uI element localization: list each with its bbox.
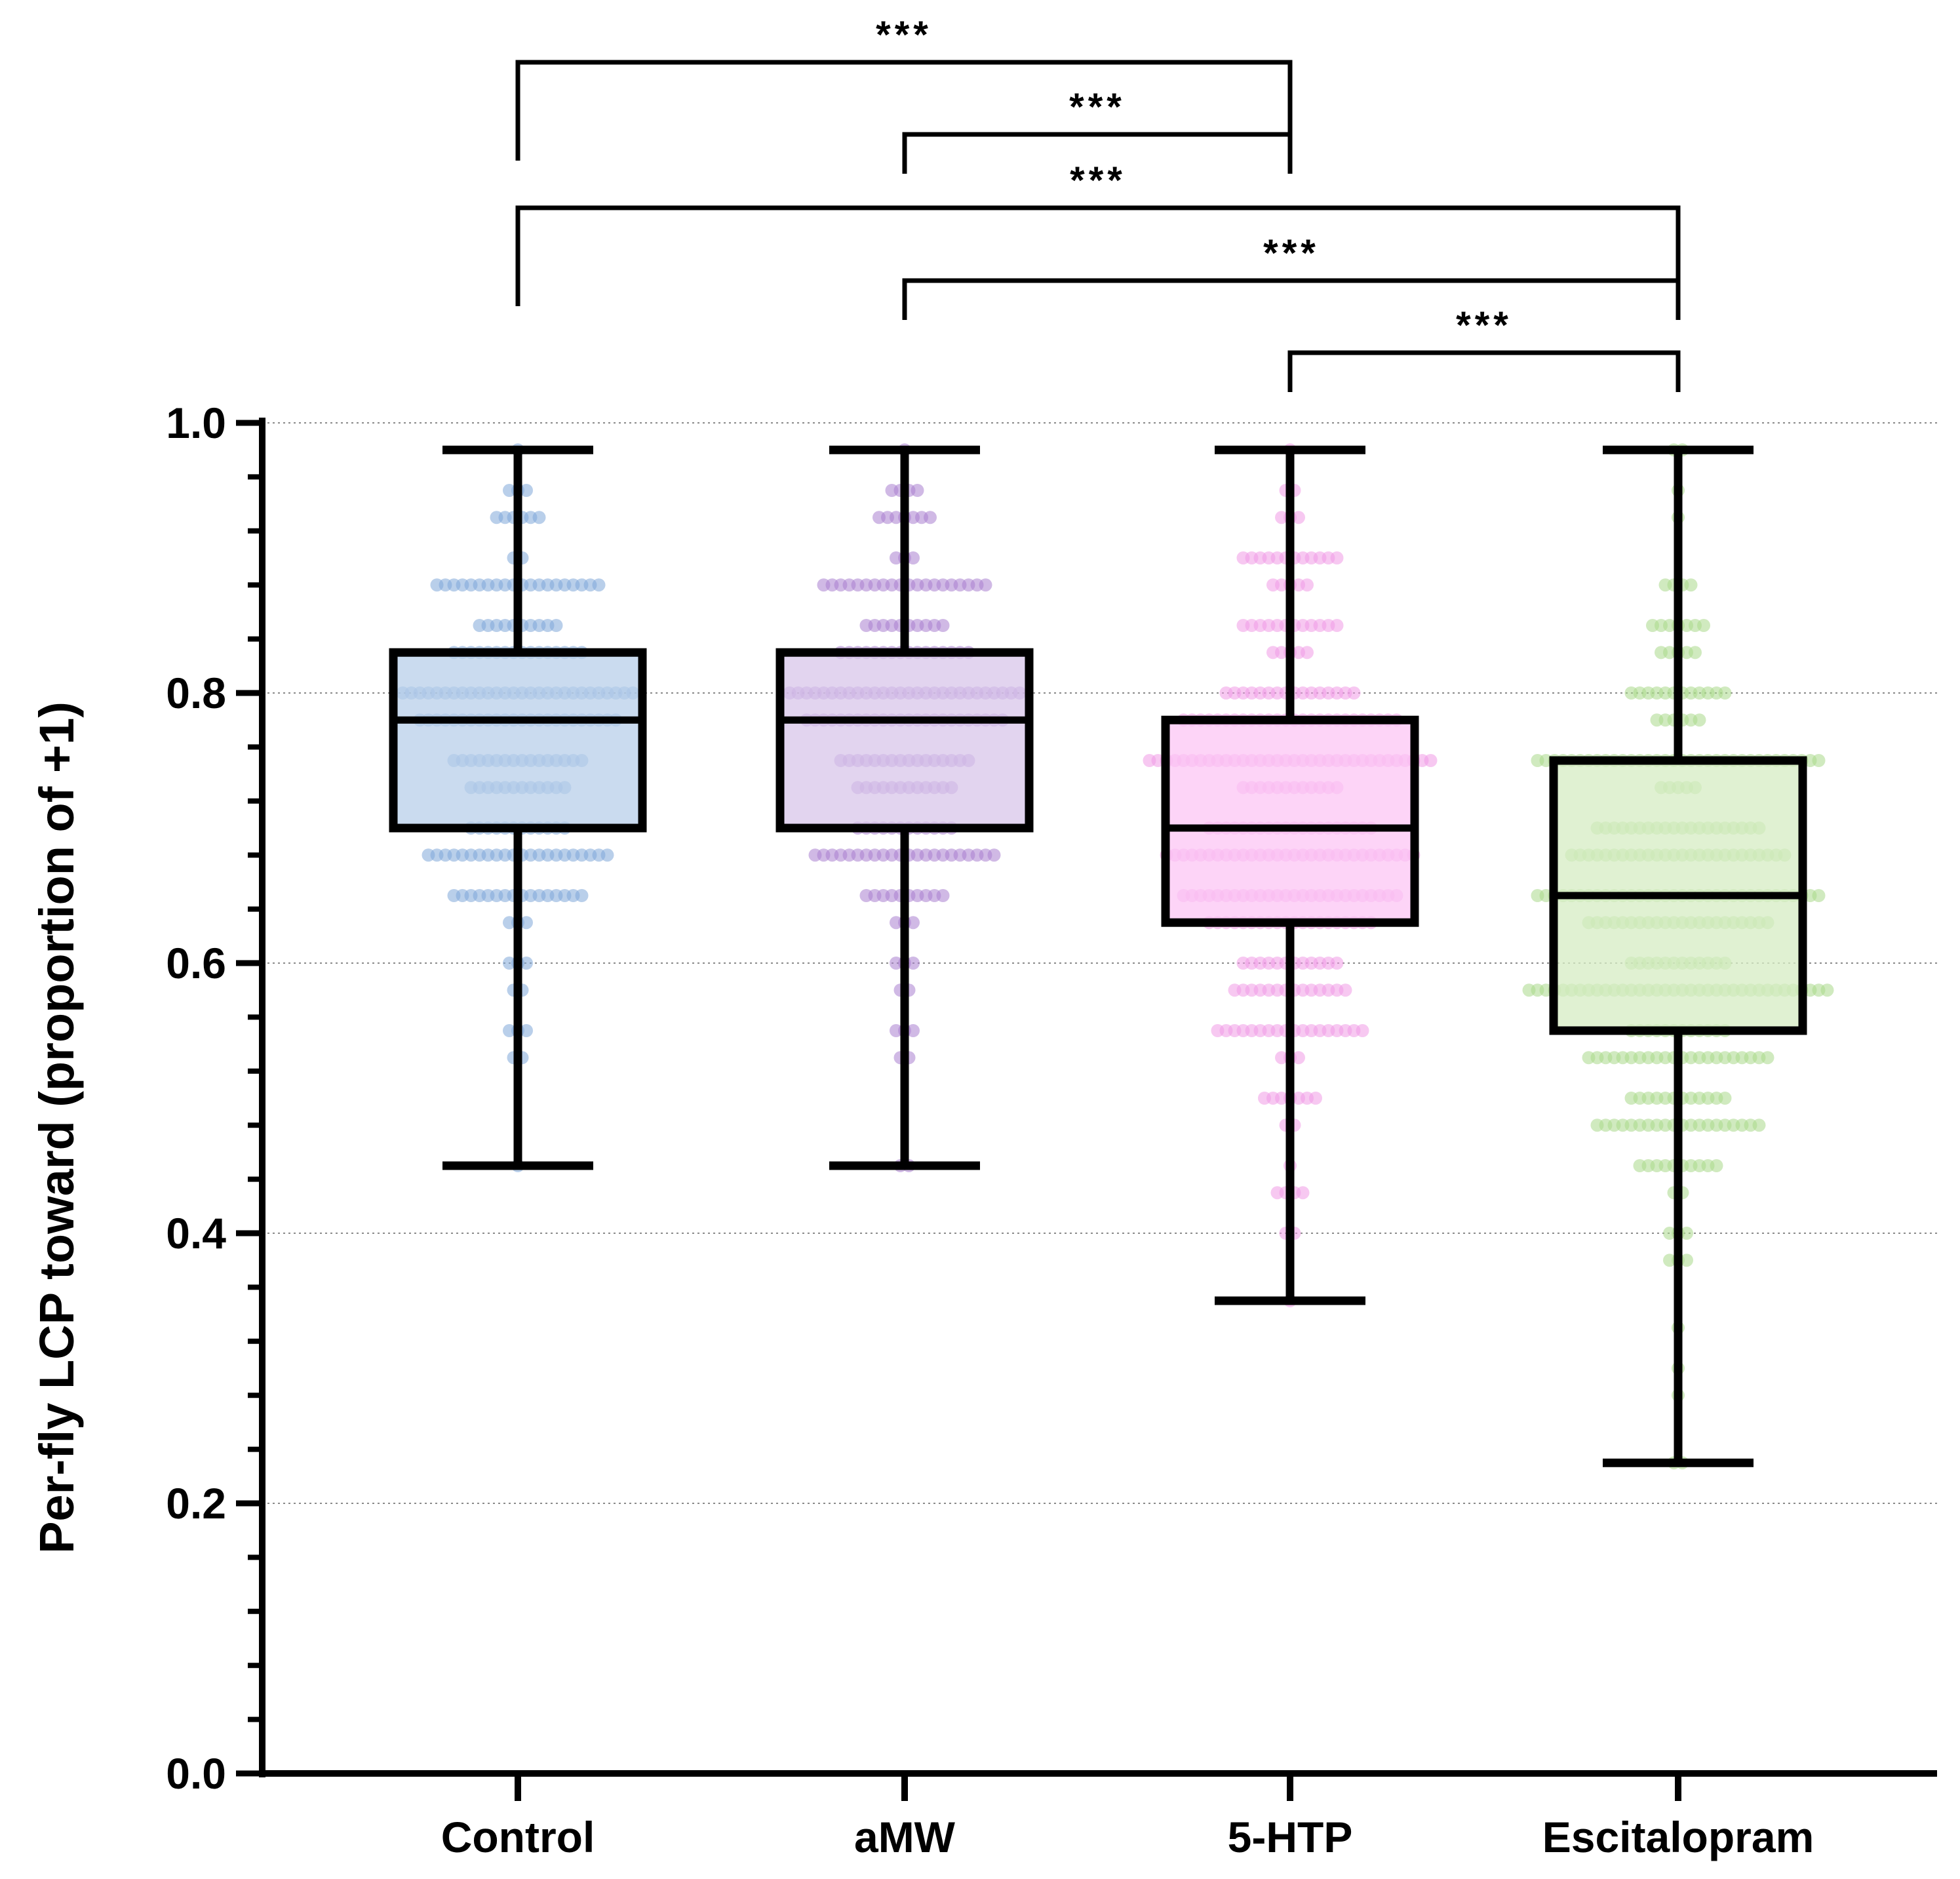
bracket-line — [902, 278, 1681, 320]
data-point — [520, 484, 533, 497]
x-category-label: aMW — [854, 1813, 956, 1861]
data-point — [1684, 578, 1698, 592]
data-point — [907, 1024, 920, 1037]
data-point — [1693, 713, 1706, 727]
significance-label: *** — [1263, 232, 1320, 275]
data-point — [592, 578, 606, 592]
data-point — [1812, 889, 1826, 902]
y-tick-label: 0.2 — [166, 1479, 226, 1528]
box-iqr — [389, 648, 647, 833]
box-iqr — [775, 648, 1034, 833]
data-point — [1292, 1051, 1305, 1065]
data-point — [1309, 1092, 1322, 1105]
axes: 0.0 0.2 0.4 0.6 0.8 1.0 Control aMW 5-HTP Escital… — [166, 399, 1937, 1861]
bracket-line — [1287, 350, 1681, 392]
data-point — [1820, 983, 1834, 997]
bracket-line — [902, 132, 1293, 174]
data-point — [532, 511, 546, 524]
significance-bracket: *** — [515, 14, 1293, 161]
significance-bracket: *** — [902, 86, 1293, 174]
data-point — [1356, 1024, 1369, 1037]
data-point — [520, 1024, 533, 1037]
x-category-label: 5-HTP — [1228, 1813, 1353, 1861]
data-point — [1301, 646, 1314, 660]
box-5-htp — [1161, 445, 1419, 1305]
data-point — [1296, 1186, 1310, 1200]
y-tick-label: 0.0 — [166, 1749, 226, 1798]
data-point — [936, 889, 950, 902]
data-point — [1718, 1092, 1732, 1105]
data-point — [911, 484, 924, 497]
data-point — [1752, 1118, 1766, 1132]
box-escitalopram — [1549, 445, 1807, 1467]
data-point — [924, 511, 937, 524]
box-iqr — [1161, 715, 1419, 927]
significance-bracket: *** — [1287, 304, 1681, 392]
data-point — [987, 848, 1001, 862]
data-point — [1761, 1051, 1774, 1065]
data-point — [520, 916, 533, 930]
data-point — [1680, 1227, 1693, 1240]
data-point — [1347, 686, 1361, 700]
data-point — [1301, 578, 1314, 592]
y-tick-label: 1.0 — [166, 399, 226, 447]
data-point — [1812, 754, 1826, 767]
y-axis-label: Per-fly LCP toward (proportion of +1) — [29, 702, 84, 1554]
significance-label: *** — [876, 14, 932, 56]
significance-brackets: *** *** *** *** *** — [515, 14, 1681, 392]
data-point — [1339, 983, 1352, 997]
significance-bracket: *** — [515, 159, 1681, 306]
significance-label: *** — [1069, 86, 1126, 129]
data-point — [907, 916, 920, 930]
data-point — [1680, 1254, 1693, 1267]
data-point — [600, 848, 614, 862]
data-point — [1689, 646, 1702, 660]
box-amw — [775, 445, 1034, 1170]
box-control — [389, 445, 647, 1170]
data-point — [936, 619, 950, 632]
data-point — [907, 551, 920, 564]
y-tick-label: 0.4 — [166, 1209, 226, 1257]
bracket-line — [515, 205, 1681, 306]
data-point — [979, 578, 992, 592]
data-point — [549, 619, 563, 632]
data-point — [1710, 1159, 1723, 1172]
data-point — [1424, 754, 1438, 767]
significance-label: *** — [1070, 159, 1126, 202]
data-point — [907, 957, 920, 970]
x-category-label: Control — [441, 1813, 595, 1861]
data-point — [1330, 619, 1344, 632]
y-tick-label: 0.8 — [166, 669, 226, 717]
data-point — [1330, 957, 1344, 970]
x-category-label: Escitalopram — [1542, 1813, 1814, 1861]
significance-bracket: *** — [902, 232, 1681, 320]
significance-label: *** — [1456, 304, 1512, 347]
y-tick-label: 0.6 — [166, 939, 226, 987]
bracket-line — [515, 60, 1293, 161]
data-point — [1330, 551, 1344, 564]
data-point — [1718, 686, 1732, 700]
boxes — [389, 445, 1807, 1467]
data-point — [520, 957, 533, 970]
data-point — [575, 889, 589, 902]
data-point — [1292, 511, 1305, 524]
data-point — [1697, 619, 1710, 632]
